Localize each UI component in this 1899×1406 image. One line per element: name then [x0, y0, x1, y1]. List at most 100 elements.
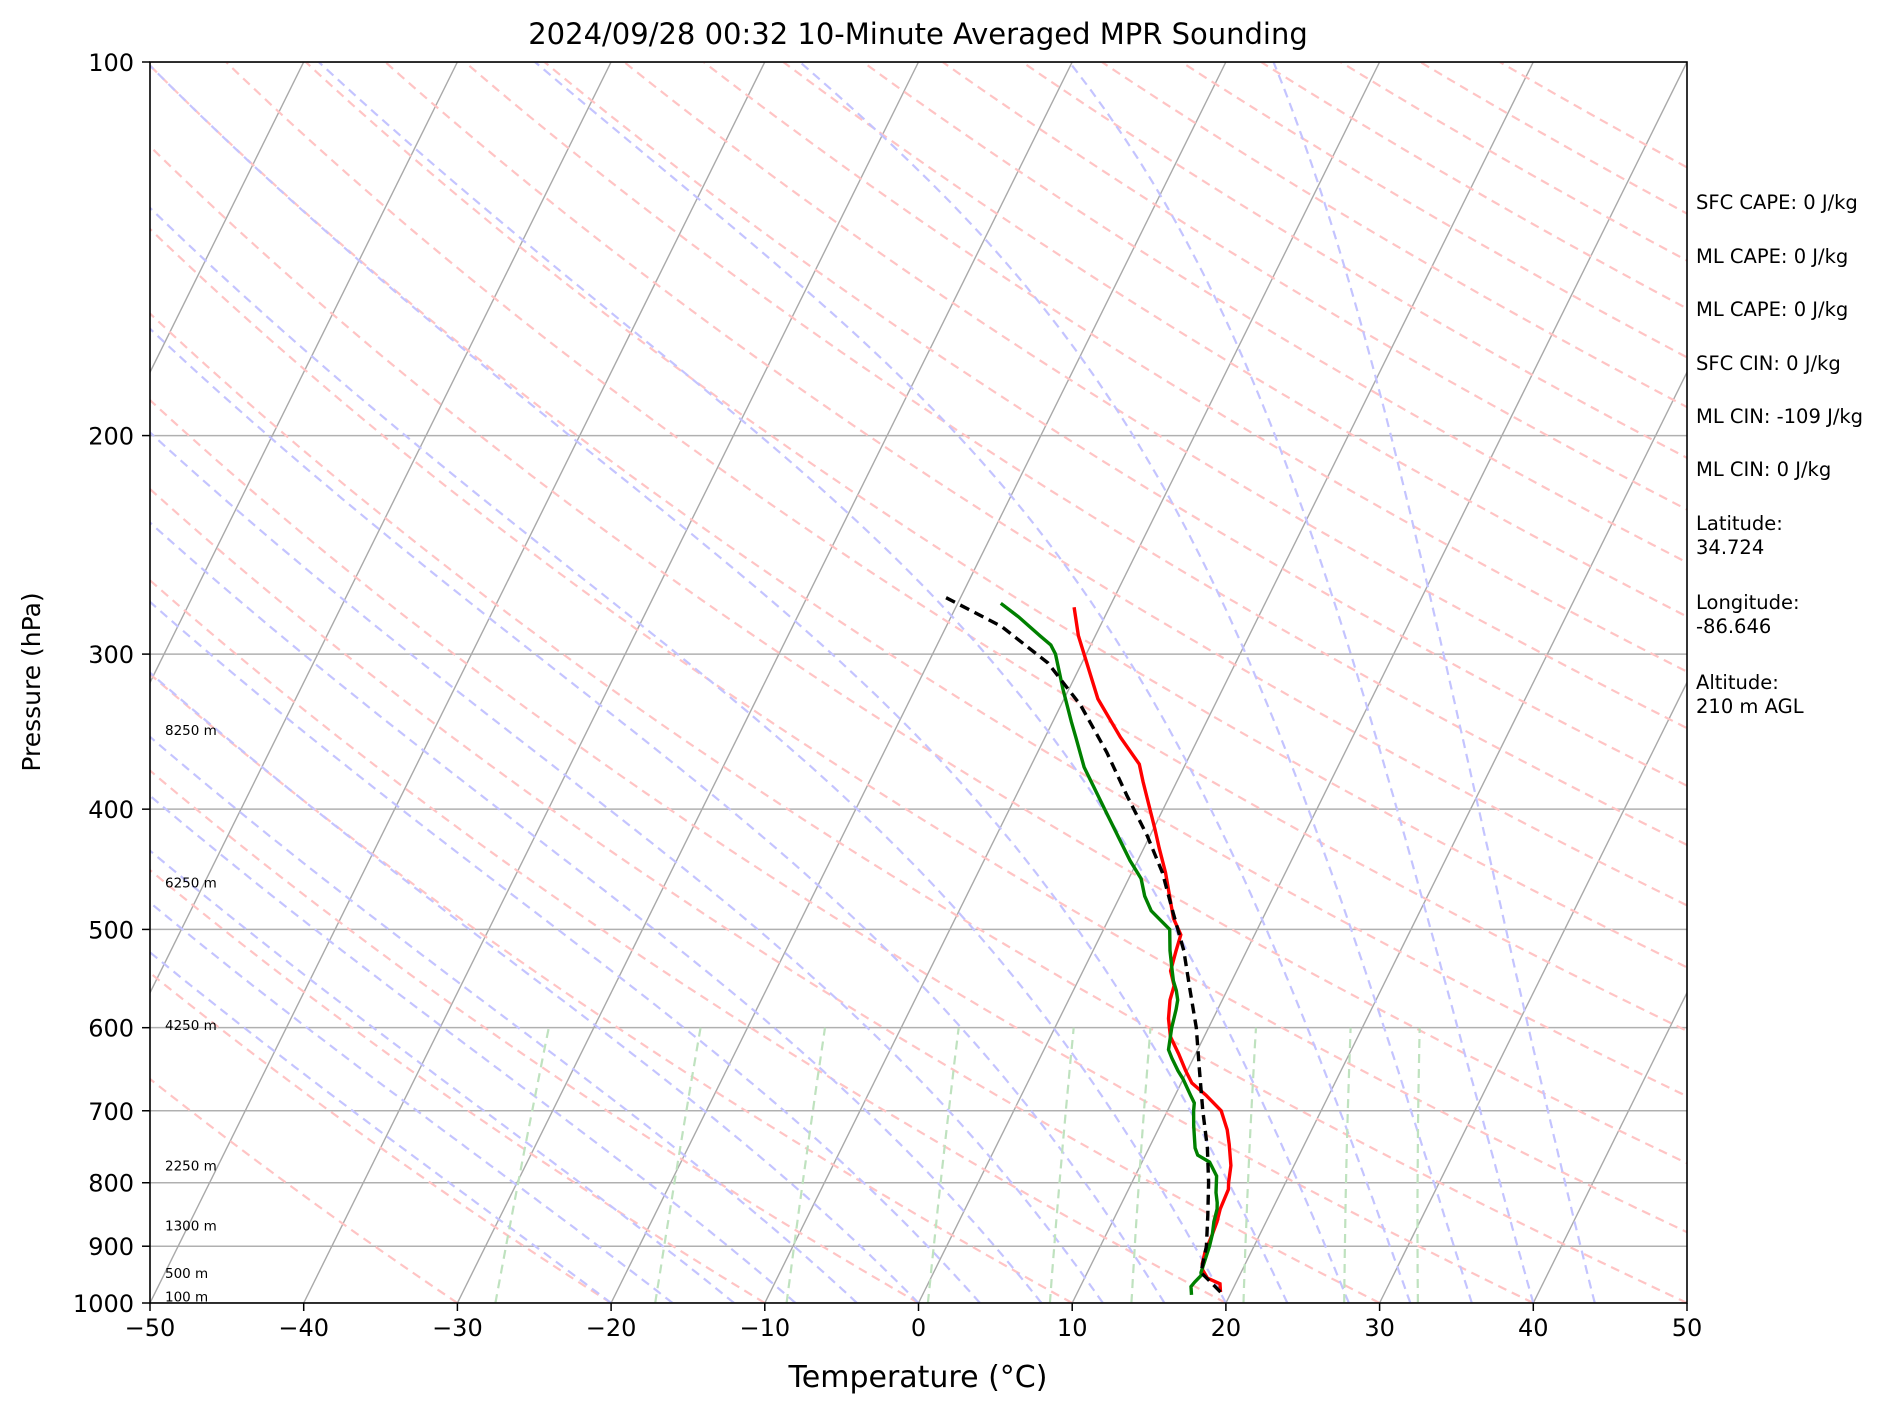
- height-label: 2250 m: [165, 1158, 217, 1174]
- mixing-ratio-line: [654, 1027, 702, 1303]
- moist-adiabat-line: [150, 901, 674, 1303]
- y-tick-label: 500: [88, 916, 134, 944]
- dry-adiabat-line: [150, 672, 1073, 1303]
- isotherm-line: [150, 62, 459, 685]
- moist-adiabat-line: [150, 521, 1043, 1303]
- mixing-ratio-line: [1343, 1027, 1352, 1303]
- dry-adiabat-line: [1021, 62, 1687, 460]
- y-axis: 1000 900 800 700 600 500 400 300 200 100: [73, 49, 150, 1318]
- dry-adiabat-line: [150, 769, 920, 1303]
- height-label: 8250 m: [165, 723, 217, 739]
- y-tick-label: 900: [88, 1233, 134, 1261]
- x-tick-label: 30: [1364, 1314, 1395, 1342]
- x-tick-label: −30: [432, 1314, 483, 1342]
- height-label: 1300 m: [165, 1219, 217, 1235]
- dry-adiabat-line: [150, 1077, 459, 1303]
- moist-adiabat-line: [150, 849, 735, 1303]
- mixing-ratio-line: [1130, 1027, 1152, 1303]
- latitude-label: Latitude:: [1696, 512, 1783, 535]
- dry-adiabat-line: [150, 63, 1687, 1098]
- mixing-ratio-line: [1048, 1027, 1075, 1303]
- dry-adiabat-line: [150, 227, 1687, 1234]
- background-lines: [150, 62, 1687, 1303]
- isotherm-line: [1071, 62, 1687, 1303]
- y-axis-label: Pressure (hPa): [17, 592, 46, 771]
- dry-adiabat-line: [1260, 62, 1687, 310]
- ml-cape-text-2: ML CAPE: 0 J/kg: [1696, 298, 1849, 321]
- isotherm-line: [303, 62, 920, 1303]
- dry-adiabat-line: [150, 487, 1381, 1303]
- isotherm-line: [764, 62, 1381, 1303]
- x-tick-label: 50: [1672, 1314, 1703, 1342]
- moist-adiabat-line: [150, 794, 797, 1303]
- mixing-ratio-line: [926, 1027, 960, 1303]
- dry-adiabat-line: [1180, 62, 1687, 359]
- y-tick-label: 700: [88, 1098, 134, 1126]
- moist-adiabat-line: [317, 62, 1350, 1303]
- dry-adiabat-line: [150, 971, 612, 1303]
- x-tick-label: −50: [125, 1314, 176, 1342]
- mixing-ratio-line: [494, 1027, 550, 1303]
- y-tick-label: 800: [88, 1170, 134, 1198]
- height-labels: 100 m 500 m 1300 m 2250 m 4250 m 6250 m 8250 m: [165, 723, 217, 1306]
- x-tick-label: 40: [1518, 1314, 1549, 1342]
- dry-adiabat-line: [941, 62, 1687, 511]
- mixing-ratio-line: [785, 1027, 827, 1303]
- moist-adiabat-line: [150, 600, 981, 1303]
- isotherm-line: [917, 62, 1534, 1303]
- moist-adiabat-line: [534, 62, 1412, 1303]
- y-tick-label: 600: [88, 1015, 134, 1043]
- y-tick-label: 400: [88, 796, 134, 824]
- moist-adiabat-line: [150, 430, 1104, 1303]
- dry-adiabat-line: [150, 868, 766, 1303]
- x-tick-label: 10: [1057, 1314, 1088, 1342]
- isotherm-line: [456, 62, 1073, 1303]
- ml-cin-text-2: ML CIN: 0 J/kg: [1696, 458, 1832, 481]
- dry-adiabat-line: [703, 62, 1687, 673]
- moist-adiabat-line: [1272, 62, 1596, 1303]
- sfc-cin-text: SFC CIN: 0 J/kg: [1696, 352, 1841, 375]
- sfc-cape-text: SFC CAPE: 0 J/kg: [1696, 191, 1858, 214]
- moist-adiabat-line: [150, 64, 1289, 1303]
- isotherm-line: [1225, 370, 1687, 1303]
- isotherm-line: [150, 62, 305, 374]
- sounding-profiles: [944, 595, 1233, 1296]
- latitude-value: 34.724: [1696, 536, 1765, 559]
- mixing-ratio-line: [1242, 1027, 1258, 1303]
- x-tick-label: 0: [911, 1314, 926, 1342]
- dry-adiabat-line: [150, 312, 1687, 1303]
- altitude-label: Altitude:: [1696, 671, 1779, 694]
- x-axis-label: Temperature (°C): [788, 1360, 1048, 1395]
- ml-cin-text: ML CIN: -109 J/kg: [1696, 405, 1864, 428]
- dry-adiabat-line: [862, 62, 1687, 564]
- dewpoint-line: [999, 601, 1219, 1296]
- y-tick-label: 300: [88, 641, 134, 669]
- dry-adiabat-line: [1101, 62, 1687, 409]
- y-tick-label: 200: [88, 423, 134, 451]
- moist-adiabat-line: [150, 671, 920, 1303]
- x-tick-label: −10: [739, 1314, 790, 1342]
- isotherm-line: [1532, 991, 1687, 1303]
- dry-adiabat-line: [225, 62, 1687, 1033]
- x-tick-label: −20: [586, 1314, 637, 1342]
- parcel-line: [944, 595, 1222, 1294]
- isotherm-line: [150, 62, 612, 995]
- isotherm-line: [610, 62, 1227, 1303]
- moist-adiabat-line: [1068, 62, 1535, 1303]
- dry-adiabat-line: [150, 144, 1687, 1165]
- moist-adiabat-line: [150, 206, 1227, 1303]
- longitude-value: -86.646: [1696, 615, 1772, 638]
- dry-adiabat-line: [384, 62, 1687, 907]
- altitude-value: 210 m AGL: [1696, 695, 1804, 718]
- y-tick-label: 100: [88, 49, 134, 77]
- height-label: 6250 m: [165, 875, 217, 891]
- height-label: 4250 m: [165, 1018, 217, 1034]
- isotherm-line: [1378, 680, 1687, 1303]
- dry-adiabat-line: [782, 62, 1687, 618]
- height-label: 500 m: [165, 1266, 208, 1282]
- x-axis: −50 −40 −30 −20 −10 0 10 20 30 40 50: [125, 1303, 1703, 1342]
- dry-adiabat-line: [150, 578, 1227, 1303]
- ml-cape-text: ML CAPE: 0 J/kg: [1696, 245, 1849, 268]
- height-label: 100 m: [165, 1290, 208, 1306]
